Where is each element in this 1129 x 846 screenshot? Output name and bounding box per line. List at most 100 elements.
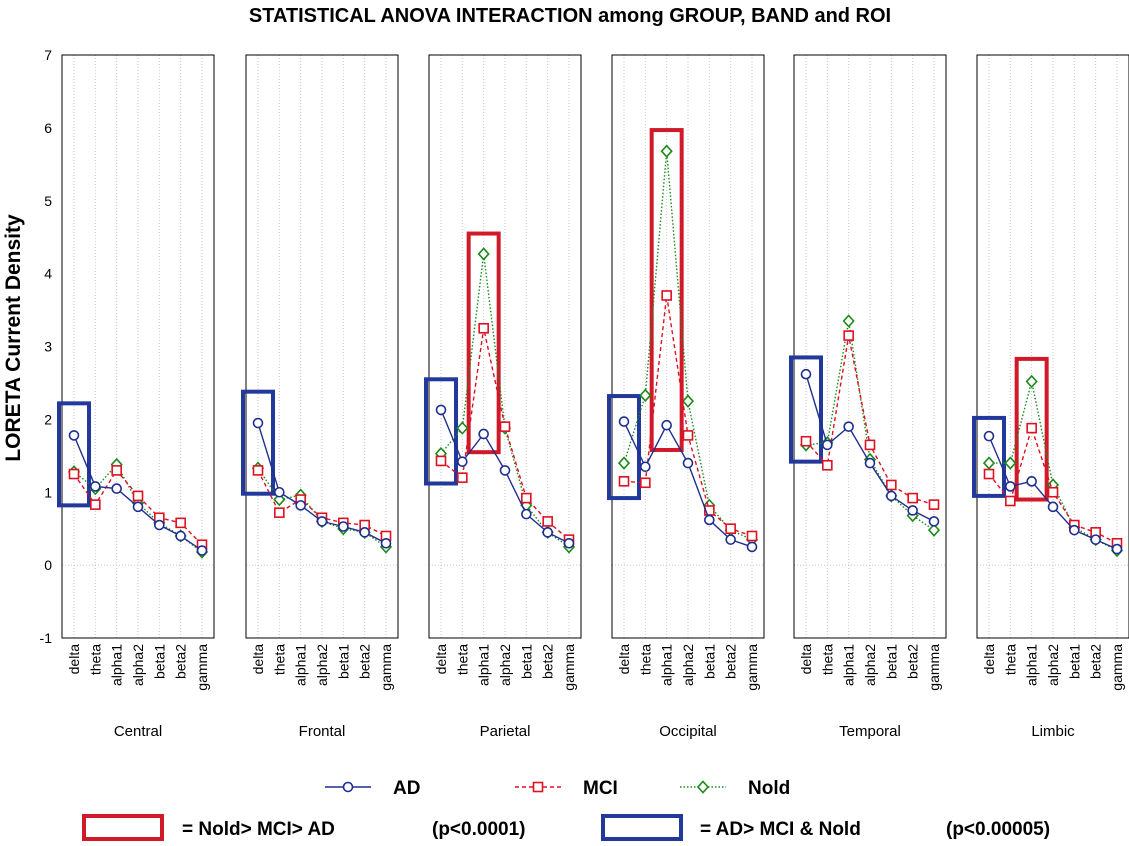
point-ad-alpha1 (111, 483, 122, 494)
x-tick-label: gamma (744, 644, 760, 691)
point-ad-delta (983, 430, 995, 442)
legend-marker (696, 780, 710, 794)
x-tick-label: alpha1 (659, 644, 675, 686)
point-ad-beta2 (542, 527, 553, 538)
highlight-box-red-alpha1 (466, 231, 501, 455)
point-mci-theta (822, 459, 833, 471)
point-ad-beta2 (175, 530, 186, 542)
point-ad-gamma (563, 537, 575, 549)
legend-red-box (82, 814, 164, 841)
legend-red-box-p: (p<0.0001) (432, 819, 525, 840)
legend-blue-box-text: = AD> MCI & Nold (700, 819, 861, 840)
x-tick-label: beta1 (1066, 644, 1082, 679)
series-line-mci (805, 335, 935, 506)
y-axis: -1 0 1 2 3 4 5 6 7 (40, 47, 53, 646)
x-tick-label: delta (250, 644, 266, 675)
point-ad-beta1 (704, 514, 715, 526)
point-mci-delta (983, 468, 995, 480)
x-tick-label: delta (981, 644, 997, 675)
point-ad-beta2 (907, 505, 918, 516)
highlight-box-red-alpha1 (1014, 356, 1049, 502)
x-tick-label: alpha1 (293, 644, 309, 686)
point-nold-alpha1 (1025, 374, 1038, 389)
point-ad-alpha1 (478, 428, 489, 440)
point-mci-gamma (928, 499, 940, 510)
point-ad-delta (435, 404, 447, 416)
point-ad-theta (1005, 481, 1016, 492)
highlight-box-blue-delta (607, 394, 641, 501)
point-mci-beta1 (521, 492, 532, 504)
legend-item-ad: AD (325, 778, 420, 799)
point-mci-beta1 (886, 479, 897, 491)
x-tick-label: delta (616, 644, 632, 675)
panel-central: delta theta alpha1 alpha2 beta1 beta2 gamma Cen… (57, 54, 215, 740)
panel-frame (793, 54, 947, 639)
x-tick-label: beta2 (905, 644, 921, 679)
legend-red-box-item: = Nold> MCI> AD (p<0.0001) (82, 814, 525, 841)
point-ad-beta1 (886, 490, 897, 502)
x-tick-label: beta2 (723, 644, 739, 679)
x-tick-label: gamma (194, 644, 210, 691)
point-mci-theta (640, 477, 651, 489)
point-mci-theta (90, 499, 101, 510)
x-tick-label: delta (66, 644, 82, 675)
point-ad-delta (618, 416, 630, 427)
point-mci-alpha1 (111, 465, 122, 476)
point-ad-gamma (380, 537, 392, 549)
panel-limbic: delta theta alpha1 alpha2 beta1 beta2 gamma Lim… (972, 54, 1129, 740)
x-tick-label: alpha2 (680, 644, 696, 686)
point-ad-beta1 (154, 519, 165, 531)
point-mci-theta (457, 472, 468, 483)
point-mci-theta (274, 507, 285, 518)
panel-frame (611, 54, 765, 639)
panel-parietal: delta theta alpha1 alpha2 beta1 beta2 gamma Par… (424, 54, 582, 740)
panel-temporal: delta theta alpha1 alpha2 beta1 beta2 gamma Tem… (789, 54, 947, 740)
point-mci-delta (800, 435, 812, 447)
x-tick-label: alpha2 (862, 644, 878, 686)
x-tick-label: beta1 (701, 644, 717, 679)
point-ad-alpha2 (864, 457, 876, 469)
point-mci-gamma (746, 530, 758, 542)
legend-marker (342, 781, 354, 793)
x-tick-label: beta2 (1088, 644, 1104, 679)
x-tick-label: theta (87, 644, 103, 675)
point-ad-theta (90, 481, 101, 492)
point-mci-alpha1 (478, 322, 489, 334)
legend: AD MCI Nold = Nold> MCI> AD (p<0.0001) = AD> … (82, 778, 1050, 841)
point-mci-delta (252, 465, 264, 476)
point-ad-alpha1 (843, 421, 854, 432)
x-tick-label: gamma (378, 644, 394, 691)
x-tick-label: alpha1 (476, 644, 492, 686)
x-tick-label: beta2 (540, 644, 556, 679)
x-tick-label: gamma (561, 644, 577, 691)
point-ad-alpha1 (661, 419, 672, 431)
legend-blue-box-p: (p<0.00005) (946, 819, 1050, 840)
point-mci-alpha2 (132, 490, 144, 502)
y-tick-label: 1 (44, 484, 52, 500)
y-axis-label: LORETA Current Density (2, 214, 25, 462)
legend-marker (532, 781, 544, 793)
point-nold-delta (617, 456, 631, 470)
highlight-box-blue-delta (241, 389, 275, 496)
point-ad-beta2 (359, 527, 370, 538)
x-tick-label: alpha1 (109, 644, 125, 686)
x-tick-label: theta (454, 644, 470, 675)
x-tick-label: delta (433, 644, 449, 675)
point-ad-alpha2 (499, 465, 511, 476)
point-mci-alpha2 (682, 430, 694, 441)
x-tick-label: gamma (1109, 644, 1125, 691)
point-ad-gamma (1111, 543, 1123, 555)
panel-label: Parietal (480, 723, 531, 740)
legend-label: AD (393, 778, 420, 799)
point-mci-alpha2 (1047, 486, 1059, 498)
x-tick-label: beta1 (335, 644, 351, 679)
point-mci-beta2 (175, 517, 186, 529)
legend-label: MCI (583, 778, 618, 799)
y-tick-label: 7 (44, 47, 52, 63)
x-tick-label: alpha2 (497, 644, 513, 686)
point-mci-alpha1 (1026, 422, 1037, 434)
point-mci-beta2 (542, 516, 553, 527)
point-nold-theta (456, 421, 469, 435)
point-nold-alpha1 (660, 144, 673, 158)
y-tick-label: 3 (44, 339, 52, 355)
